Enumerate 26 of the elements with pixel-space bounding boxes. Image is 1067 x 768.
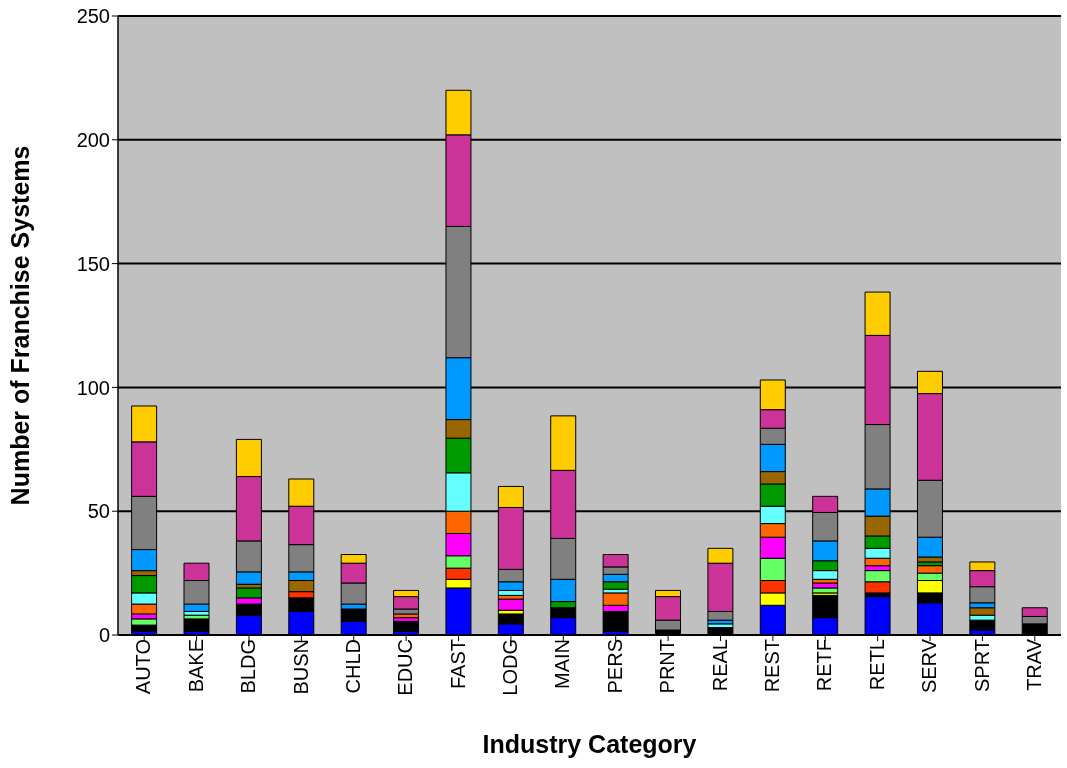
y-tick-label: 150 xyxy=(76,252,110,275)
x-tick-label: BUSN xyxy=(289,639,312,695)
x-tick-label: LODG xyxy=(499,639,522,696)
x-tick-label: EDUC xyxy=(394,639,417,696)
y-tick-label: 250 xyxy=(76,5,110,28)
x-tick-label: RETL xyxy=(865,639,888,691)
x-tick-label: FAST xyxy=(446,639,469,690)
x-tick-label: SERV xyxy=(918,638,941,694)
y-tick-label: 100 xyxy=(76,376,110,399)
x-tick-label: AUTO xyxy=(132,639,155,695)
x-tick-label: BLDG xyxy=(237,639,260,694)
x-tick-label: REAL xyxy=(708,639,731,692)
x-tick-label: REST xyxy=(761,639,784,693)
y-tick-label: 0 xyxy=(98,624,110,647)
x-tick-label: BAKE xyxy=(184,639,207,693)
x-tick-label: SPRT xyxy=(970,639,993,692)
x-tick-label: TRAV xyxy=(1023,638,1046,691)
x-tick-label: PERS xyxy=(603,639,626,694)
x-tick-label: CHLD xyxy=(341,639,364,694)
x-tick-label: RETF xyxy=(813,639,836,692)
y-tick-label: 50 xyxy=(87,500,110,523)
x-tick-label: PRNT xyxy=(656,639,679,694)
y-axis-title: Number of Franchise Systems xyxy=(5,145,34,506)
x-tick-label: MAIN xyxy=(551,639,574,689)
x-axis-title: Industry Category xyxy=(482,730,697,758)
y-tick-label: 200 xyxy=(76,128,110,151)
